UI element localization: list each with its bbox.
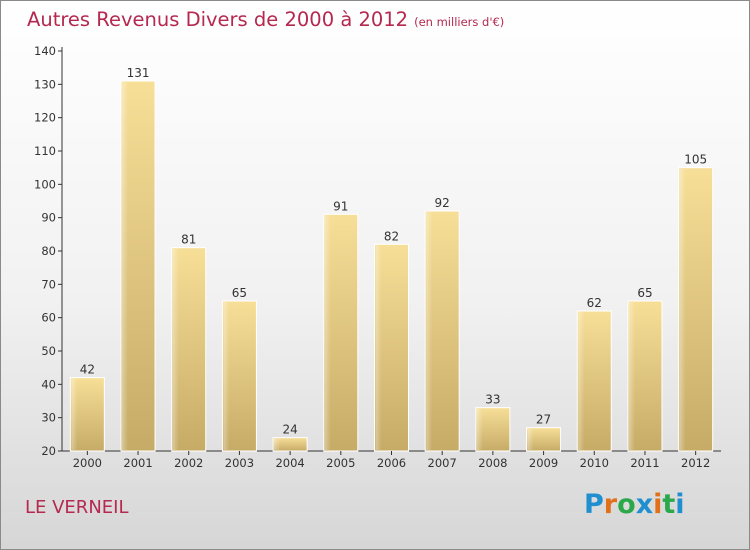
bar-highlight (71, 378, 78, 450)
bar-highlight (476, 408, 483, 450)
y-tick-label: 100 (34, 177, 56, 191)
x-tick-label: 2002 (174, 456, 203, 470)
y-tick-label: 20 (41, 444, 56, 458)
bar-value-label: 105 (684, 153, 707, 167)
bar-highlight (223, 302, 230, 450)
location-label: LE VERNEIL (25, 497, 129, 518)
bar-value-label: 82 (384, 229, 399, 243)
y-tick-label: 80 (41, 244, 56, 258)
bar-highlight (578, 312, 585, 450)
logo-letter: P (584, 489, 604, 520)
logo-letter: t (662, 489, 676, 520)
y-tick-label: 120 (34, 111, 56, 125)
x-tick-label: 2012 (681, 456, 710, 470)
bar-highlight (122, 82, 129, 450)
x-tick-label: 2000 (73, 456, 102, 470)
y-tick-label: 130 (34, 77, 56, 91)
bar-value-label: 62 (587, 296, 602, 310)
bar-value-label: 81 (181, 233, 196, 247)
y-tick-label: 50 (41, 344, 56, 358)
bar-highlight (527, 428, 534, 450)
x-tick-label: 2010 (580, 456, 609, 470)
logo-letter: x (635, 489, 654, 520)
y-tick-label: 140 (34, 44, 56, 58)
bar-value-label: 42 (80, 363, 95, 377)
x-tick-label: 2008 (478, 456, 507, 470)
bar-highlight (426, 212, 433, 450)
x-tick-label: 2011 (630, 456, 659, 470)
y-tick-label: 60 (41, 311, 56, 325)
proxiti-logo: Proxiti (584, 489, 685, 520)
y-tick-label: 40 (41, 377, 56, 391)
bar-value-label: 33 (485, 393, 500, 407)
logo-letter: i (675, 489, 685, 520)
logo-letter: o (617, 489, 636, 520)
logo-letter: r (603, 489, 618, 520)
bar-highlight (324, 215, 331, 450)
x-tick-label: 2006 (377, 456, 406, 470)
y-tick-label: 110 (34, 144, 56, 158)
bar-value-label: 131 (127, 66, 150, 80)
bar-value-label: 92 (435, 196, 450, 210)
bar-highlight (679, 168, 686, 450)
x-tick-label: 2009 (529, 456, 558, 470)
bar-value-label: 65 (232, 286, 247, 300)
bar-value-label: 91 (333, 199, 348, 213)
bar-value-label: 24 (282, 423, 297, 437)
chart-title: Autres Revenus Divers de 2000 à 2012 (en … (27, 8, 504, 31)
y-tick-label: 30 (41, 411, 56, 425)
x-tick-label: 2007 (428, 456, 457, 470)
chart-title-text: Autres Revenus Divers de 2000 à 2012 (27, 8, 409, 31)
x-tick-label: 2004 (275, 456, 304, 470)
bar-highlight (274, 438, 281, 450)
y-tick-label: 70 (41, 277, 56, 291)
x-tick-label: 2001 (123, 456, 152, 470)
x-tick-label: 2003 (225, 456, 254, 470)
logo-letter: i (653, 489, 663, 520)
y-tick-label: 90 (41, 211, 56, 225)
bar-highlight (172, 248, 179, 450)
bar-highlight (628, 302, 635, 450)
bar-value-label: 27 (536, 413, 551, 427)
bar-highlight (375, 245, 382, 450)
bar-value-label: 65 (637, 286, 652, 300)
chart-unit: (en milliers d'€) (414, 15, 505, 29)
x-tick-label: 2005 (326, 456, 355, 470)
